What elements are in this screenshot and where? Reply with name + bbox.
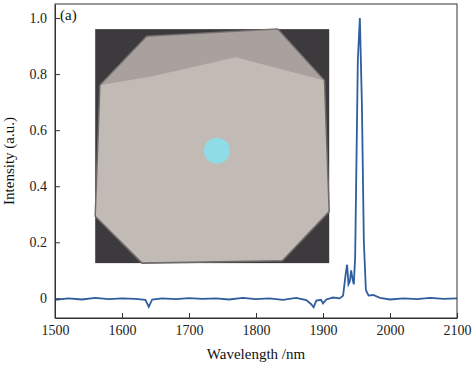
x-tick: 1800 xyxy=(243,313,271,338)
y-tick-mark xyxy=(55,242,60,243)
fiber-shade xyxy=(100,29,325,85)
x-tick-label: 1500 xyxy=(42,323,70,338)
x-tick-label: 1800 xyxy=(243,323,271,338)
fiber-cross-section xyxy=(95,29,329,263)
fiber-core xyxy=(204,138,230,164)
x-tick: 1600 xyxy=(109,313,137,338)
spectrum-line xyxy=(55,18,457,307)
x-tick: 1900 xyxy=(310,313,338,338)
marks xyxy=(55,18,457,307)
y-tick-label: 1.0 xyxy=(30,11,48,26)
y-tick-label: 0 xyxy=(40,291,47,306)
x-tick-mark xyxy=(189,313,190,318)
x-tick-label: 1700 xyxy=(176,323,204,338)
x-tick-mark xyxy=(323,313,324,318)
y-tick-label: 0.2 xyxy=(30,235,48,250)
y-tick-mark xyxy=(55,130,60,131)
x-tick-mark xyxy=(256,313,257,318)
x-tick-label: 1900 xyxy=(310,323,338,338)
y-tick: 0 xyxy=(40,291,60,306)
x-tick-mark xyxy=(390,313,391,318)
x-tick: 2000 xyxy=(377,313,405,338)
inset-background xyxy=(95,29,329,263)
y-tick-mark xyxy=(55,186,60,187)
panel-label: (a) xyxy=(60,7,77,24)
y-axis-title: Intensity (a.u.) xyxy=(1,117,18,205)
inset-image xyxy=(95,29,329,263)
plot: 1500 1600 1700 1800 1900 2000 2100 0 0.2 0.4 0.6 0.… xyxy=(30,4,472,338)
y-tick-label: 0.8 xyxy=(30,67,48,82)
x-tick-mark xyxy=(122,313,123,318)
x-axis: 1500 1600 1700 1800 1900 2000 2100 xyxy=(42,313,472,338)
x-tick-label: 2000 xyxy=(377,323,405,338)
y-tick-mark xyxy=(55,74,60,75)
x-axis-title: Wavelength /nm xyxy=(207,346,306,362)
y-tick-label: 0.4 xyxy=(30,179,48,194)
y-tick-mark xyxy=(55,298,60,299)
y-tick-label: 0.6 xyxy=(30,123,48,138)
x-tick: 1700 xyxy=(176,313,204,338)
x-tick-label: 2100 xyxy=(444,323,472,338)
plot-frame xyxy=(55,4,457,318)
x-tick-label: 1600 xyxy=(109,323,137,338)
chart: 1500 1600 1700 1800 1900 2000 2100 0 0.2 0.4 0.6 0.… xyxy=(0,0,475,366)
